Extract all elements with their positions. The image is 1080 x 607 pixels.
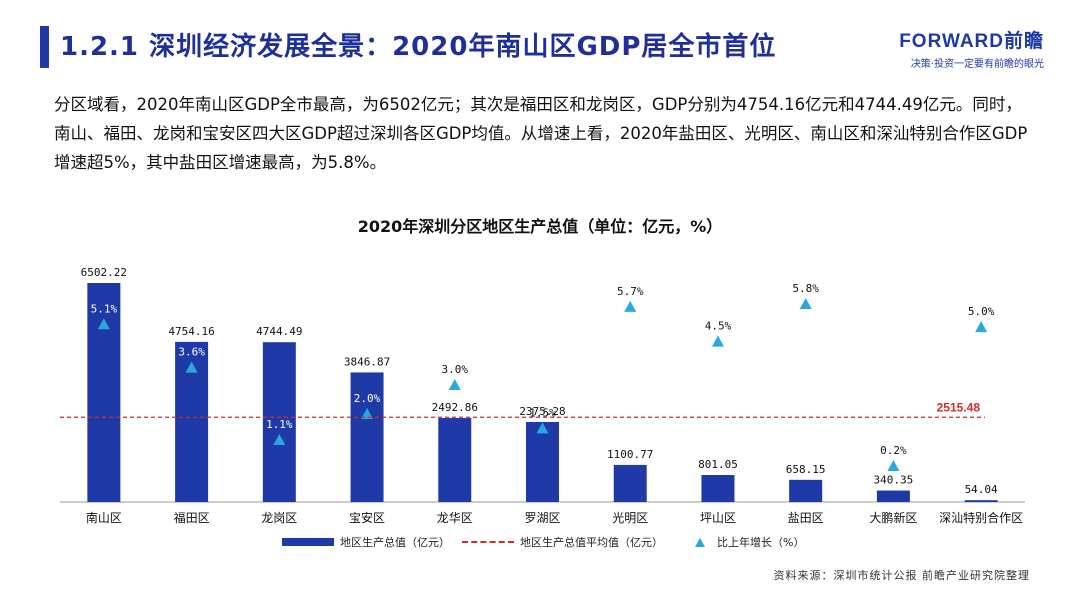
source-note: 资料来源：深圳市统计公报 前瞻产业研究院整理 <box>773 569 1030 582</box>
growth-value-label: 5.1% <box>91 302 118 315</box>
growth-value-label: 1.5% <box>529 406 556 419</box>
bar-gdp <box>350 372 384 502</box>
bar-gdp <box>262 342 296 502</box>
bar-value-label: 340.35 <box>874 474 914 487</box>
x-tick-label: 光明区 <box>612 511 648 525</box>
growth-value-label: 2.0% <box>354 392 381 405</box>
growth-marker <box>975 321 988 333</box>
growth-marker <box>887 460 900 472</box>
summary-paragraph: 分区域看，2020年南山区GDP全市最高，为6502亿元；其次是福田区和龙岗区，… <box>54 95 1028 172</box>
bar-gdp <box>438 418 472 502</box>
x-tick-label: 罗湖区 <box>524 510 560 525</box>
growth-marker <box>273 434 286 445</box>
growth-value-label: 4.5% <box>705 320 732 333</box>
growth-value-label: 0.2% <box>880 444 907 457</box>
legend-bar-label: 地区生产总值（亿元） <box>340 536 450 549</box>
page-title: 1.2.1 深圳经济发展全景：2020年南山区GDP居全市首位 <box>60 32 777 62</box>
legend-line-swatch <box>462 541 514 543</box>
bar-value-label: 2492.86 <box>432 401 478 414</box>
bar-value-label: 2375.28 <box>519 405 565 418</box>
bar-gdp <box>789 479 823 502</box>
growth-marker <box>448 379 461 391</box>
growth-value-label: 3.0% <box>442 363 469 376</box>
chart-title: 2020年深圳分区地区生产总值（单位：亿元，%） <box>357 217 723 236</box>
x-tick-label: 福田区 <box>174 510 210 525</box>
growth-marker <box>185 361 198 373</box>
growth-marker <box>624 300 637 312</box>
growth-marker <box>799 298 812 309</box>
growth-marker <box>536 422 549 434</box>
x-tick-label: 大鹏新区 <box>869 510 917 525</box>
x-tick-label: 坪山区 <box>700 511 736 525</box>
growth-value-label: 5.0% <box>968 305 995 318</box>
x-tick-label: 龙华区 <box>437 511 473 525</box>
x-tick-label: 龙岗区 <box>261 511 297 525</box>
bar-gdp <box>964 500 998 502</box>
x-tick-label: 宝安区 <box>349 510 385 525</box>
growth-value-label: 5.7% <box>617 285 644 298</box>
bar-gdp <box>526 421 559 502</box>
bar-value-label: 6502.22 <box>81 266 127 279</box>
triangle-marker-icon <box>695 537 705 547</box>
legend-bar-swatch <box>282 538 334 546</box>
bar-gdp <box>876 490 910 502</box>
growth-marker <box>711 335 724 347</box>
logo-text: FORWARD前瞻 <box>899 31 1044 52</box>
average-value-label: 2515.48 <box>937 400 981 414</box>
bar-value-label: 54.04 <box>965 483 998 496</box>
brand-logo: FORWARD前瞻 决策·投资一定要有前瞻的眼光 <box>899 26 1044 70</box>
legend-item-bar: 地区生产总值（亿元） <box>282 534 450 550</box>
growth-value-label: 1.1% <box>266 418 293 431</box>
legend-item-marker: 比上年增长（%） <box>695 534 804 550</box>
legend-item-line: 地区生产总值平均值（亿元） <box>462 534 663 550</box>
title-accent-bar <box>40 26 49 68</box>
logo-slogan: 决策·投资一定要有前瞻的眼光 <box>910 59 1044 70</box>
x-tick-label: 深汕特别合作区 <box>939 510 1023 525</box>
bar-value-label: 801.05 <box>698 458 738 471</box>
bar-value-label: 4754.16 <box>168 325 214 338</box>
bar-gdp <box>87 283 121 502</box>
legend-line-label: 地区生产总值平均值（亿元） <box>520 536 663 549</box>
bar-value-label: 1100.77 <box>607 448 653 461</box>
growth-marker <box>97 318 110 330</box>
growth-marker <box>361 407 374 419</box>
bar-value-label: 658.15 <box>786 463 826 476</box>
bar-value-label: 3846.87 <box>344 355 390 368</box>
x-tick-label: 盐田区 <box>788 511 824 525</box>
legend-marker-label: 比上年增长（%） <box>717 536 805 549</box>
x-tick-label: 南山区 <box>86 510 122 525</box>
bar-value-label: 4744.49 <box>256 325 302 338</box>
bar-gdp <box>701 475 735 502</box>
growth-value-label: 5.8% <box>792 282 819 295</box>
bar-gdp <box>613 464 647 502</box>
growth-value-label: 3.6% <box>178 346 205 359</box>
